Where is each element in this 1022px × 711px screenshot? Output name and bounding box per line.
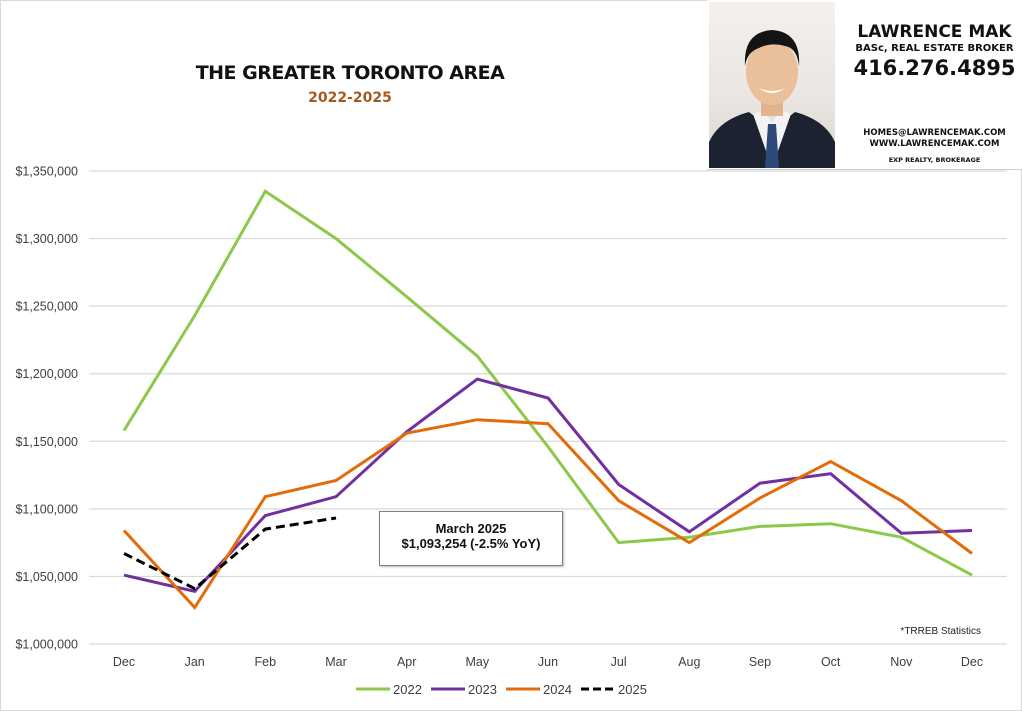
- y-tick-label: $1,100,000: [15, 502, 78, 516]
- x-tick-label: Feb: [255, 655, 277, 669]
- legend-label-2023: 2023: [468, 682, 497, 697]
- legend: 2022 2023 2024 2025: [356, 682, 647, 697]
- gridlines: [89, 170, 1007, 645]
- agent-website[interactable]: WWW.LAWRENCEMAK.COM: [869, 139, 1000, 149]
- y-tick-label: $1,050,000: [15, 570, 78, 584]
- legend-label-2024: 2024: [543, 682, 572, 697]
- y-tick-label: $1,150,000: [15, 435, 78, 449]
- agent-credentials: BASc, REAL ESTATE BROKER: [855, 43, 1014, 54]
- x-tick-label: Aug: [678, 655, 700, 669]
- agent-contact: HOMES@LAWRENCEMAK.COM WWW.LAWRENCEMAK.CO…: [847, 128, 1022, 166]
- y-tick-label: $1,200,000: [15, 367, 78, 381]
- x-tick-label: Mar: [325, 655, 347, 669]
- agent-headshot-icon: [709, 30, 835, 168]
- y-tick-label: $1,300,000: [15, 232, 78, 246]
- y-axis-ticks: $1,000,000 $1,050,000 $1,100,000 $1,150,000…: [15, 165, 78, 652]
- x-tick-label: Jan: [185, 655, 205, 669]
- y-tick-label: $1,350,000: [15, 165, 78, 179]
- annotation-line-1: March 2025: [435, 521, 507, 536]
- x-tick-label: Sep: [749, 655, 771, 669]
- series-line-2024: [122, 418, 973, 610]
- x-tick-label: Dec: [113, 655, 135, 669]
- x-tick-label: Jun: [538, 655, 558, 669]
- y-tick-label: $1,000,000: [15, 638, 78, 652]
- legend-label-2022: 2022: [393, 682, 422, 697]
- legend-label-2025: 2025: [618, 682, 647, 697]
- x-tick-label: Nov: [890, 655, 913, 669]
- chart-subtitle: 2022-2025: [308, 90, 392, 106]
- card-divider: [707, 169, 1022, 170]
- chart-title-block: THE GREATER TORONTO AREA 2022-2025: [150, 62, 550, 106]
- agent-info: LAWRENCE MAK BASc, REAL ESTATE BROKER 41…: [847, 22, 1022, 80]
- march-2025-annotation: March 2025 $1,093,254 (-2.5% YoY): [379, 511, 563, 566]
- annotation-line-2: $1,093,254 (-2.5% YoY): [401, 536, 541, 551]
- x-tick-label: Apr: [397, 655, 416, 669]
- x-tick-label: May: [466, 655, 490, 669]
- y-tick-label: $1,250,000: [15, 300, 78, 314]
- agent-phone[interactable]: 416.276.4895: [853, 56, 1016, 80]
- agent-email[interactable]: HOMES@LAWRENCEMAK.COM: [863, 128, 1006, 138]
- series-line-2023: [123, 377, 973, 593]
- agent-photo: [709, 2, 835, 168]
- series-line-2022: [122, 189, 973, 577]
- agent-card: LAWRENCE MAK BASc, REAL ESTATE BROKER 41…: [707, 0, 1022, 170]
- chart-title: THE GREATER TORONTO AREA: [195, 62, 505, 84]
- series-lines: [122, 189, 973, 610]
- x-tick-label: Oct: [821, 655, 841, 669]
- x-tick-label: Jul: [611, 655, 627, 669]
- x-axis-ticks: Dec Jan Feb Mar Apr May Jun Jul Aug Sep Oct Nov Dec: [113, 655, 983, 669]
- source-note: *TRREB Statistics: [900, 626, 981, 637]
- agent-brokerage: EXP REALTY, BROKERAGE: [888, 156, 981, 164]
- x-tick-label: Dec: [961, 655, 983, 669]
- agent-name: LAWRENCE MAK: [857, 22, 1012, 42]
